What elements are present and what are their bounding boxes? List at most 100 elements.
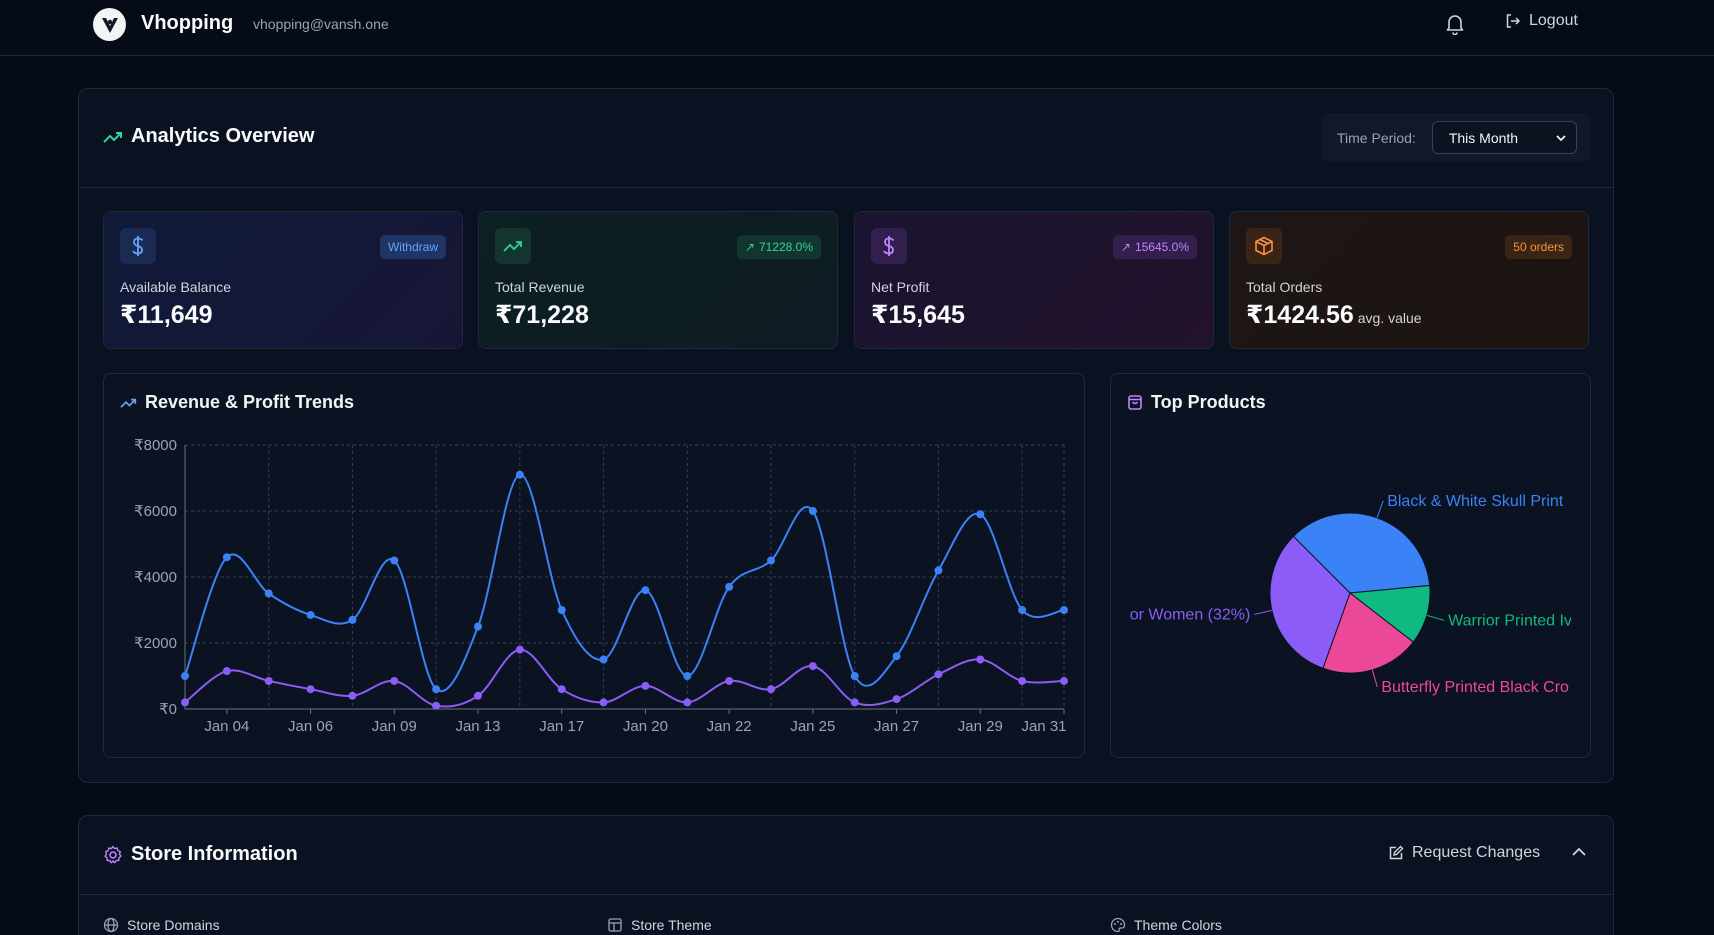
analytics-title: Analytics Overview xyxy=(103,125,314,148)
chevron-down-icon xyxy=(1556,134,1566,141)
stat-card-balance: Withdraw Available Balance ₹11,649 xyxy=(103,211,463,349)
x-tick-label: Jan 09 xyxy=(372,718,417,735)
user-email: vhopping@vansh.one xyxy=(253,16,389,32)
store-domains-heading: Store Domains xyxy=(103,917,220,933)
top-bar: Vhopping vhopping@vansh.one Logout xyxy=(0,0,1714,56)
stat-label: Total Orders xyxy=(1246,279,1323,295)
divider xyxy=(79,894,1613,895)
series-line-0 xyxy=(184,473,1065,693)
data-point[interactable] xyxy=(767,685,775,694)
data-point[interactable] xyxy=(181,698,189,707)
data-point[interactable] xyxy=(850,672,859,680)
x-tick-label: Jan 06 xyxy=(288,718,333,735)
time-period-label: Time Period: xyxy=(1337,129,1416,146)
stat-value-number: ₹1424.56 xyxy=(1246,301,1354,329)
data-point[interactable] xyxy=(1018,606,1027,614)
trends-card: Revenue & Profit Trends ₹0 ₹2000 ₹4000 ₹600… xyxy=(103,373,1085,758)
store-theme-heading: Store Theme xyxy=(607,917,712,933)
data-point[interactable] xyxy=(348,615,357,624)
brand-logo[interactable] xyxy=(93,8,126,41)
data-point[interactable] xyxy=(264,589,273,598)
withdraw-button[interactable]: Withdraw xyxy=(379,235,446,259)
data-point[interactable] xyxy=(306,610,315,619)
data-point[interactable] xyxy=(808,507,817,515)
stat-card-orders: 50 orders Total Orders ₹1424.56 avg. valu… xyxy=(1229,211,1589,349)
data-point[interactable] xyxy=(264,676,273,685)
top-products-title: Top Products xyxy=(1127,392,1266,413)
data-point[interactable] xyxy=(390,676,399,685)
y-tick-label: ₹6000 xyxy=(134,503,177,520)
y-tick-label: ₹2000 xyxy=(134,635,177,652)
series-line-1 xyxy=(184,648,1065,708)
x-tick-label: Jan 31 xyxy=(1021,718,1066,735)
store-info-title-text: Store Information xyxy=(131,843,298,865)
trending-up-icon xyxy=(120,398,137,408)
data-point[interactable] xyxy=(432,701,441,710)
bell-icon xyxy=(1446,15,1464,36)
trends-title-text: Revenue & Profit Trends xyxy=(145,392,355,412)
stat-value: ₹11,649 xyxy=(120,301,213,329)
trends-title: Revenue & Profit Trends xyxy=(120,392,354,413)
pie-slice[interactable] xyxy=(1322,592,1414,674)
time-period-select[interactable]: This Month xyxy=(1431,121,1577,154)
data-point[interactable] xyxy=(306,685,315,694)
x-tick-label: Jan 29 xyxy=(958,718,1003,735)
data-point[interactable] xyxy=(222,553,231,562)
pie-label-leader xyxy=(1376,500,1384,518)
data-point[interactable] xyxy=(557,606,566,614)
data-point[interactable] xyxy=(808,662,817,671)
logout-button[interactable]: Logout xyxy=(1505,12,1578,30)
time-period-value: This Month xyxy=(1448,129,1519,146)
data-point[interactable] xyxy=(683,672,692,680)
top-products-pie-chart: Black & White Skull Print Warrior Printed… xyxy=(1130,493,1571,696)
data-point[interactable] xyxy=(599,655,608,664)
data-point[interactable] xyxy=(725,582,734,591)
stat-card-profit: ↗ 15645.0% Net Profit ₹15,645 xyxy=(854,211,1214,349)
y-tick-label: ₹4000 xyxy=(134,569,177,586)
revenue-profit-line-chart: ₹0 ₹2000 ₹4000 ₹6000 ₹8000 Jan 04 Jan 06 Jan 09… xyxy=(134,437,1068,735)
stat-value-suffix: avg. value xyxy=(1357,310,1422,326)
data-point[interactable] xyxy=(222,667,231,676)
data-point[interactable] xyxy=(934,670,943,679)
data-point[interactable] xyxy=(767,556,775,565)
data-point[interactable] xyxy=(725,676,734,685)
data-point[interactable] xyxy=(1018,676,1027,685)
palette-icon xyxy=(1110,917,1126,933)
collapse-toggle[interactable] xyxy=(1571,845,1587,863)
data-point[interactable] xyxy=(557,685,566,694)
data-point[interactable] xyxy=(683,698,692,707)
pie-label-leader xyxy=(1254,609,1273,615)
data-point[interactable] xyxy=(181,672,189,680)
trending-up-icon xyxy=(495,228,531,264)
data-point[interactable] xyxy=(892,652,901,661)
pie-label-leader xyxy=(1371,669,1378,688)
data-point[interactable] xyxy=(641,586,650,595)
notifications-button[interactable] xyxy=(1445,13,1465,36)
data-point[interactable] xyxy=(976,510,985,519)
data-point[interactable] xyxy=(474,622,482,631)
request-changes-button[interactable]: Request Changes xyxy=(1388,844,1540,862)
data-point[interactable] xyxy=(892,695,901,704)
layout-icon xyxy=(608,918,622,932)
data-point[interactable] xyxy=(515,470,524,479)
data-point[interactable] xyxy=(348,691,357,700)
settings-icon xyxy=(104,845,122,863)
data-point[interactable] xyxy=(599,698,608,707)
pie-slice[interactable] xyxy=(1348,584,1431,643)
data-point[interactable] xyxy=(474,691,482,700)
pie-slice-label: Butterfly Printed Black Cro xyxy=(1381,679,1569,696)
data-point[interactable] xyxy=(432,685,441,694)
data-point[interactable] xyxy=(1060,606,1068,614)
data-point[interactable] xyxy=(390,556,399,565)
analytics-title-text: Analytics Overview xyxy=(131,125,315,147)
data-point[interactable] xyxy=(850,698,859,707)
profit-change-value: 15645.0% xyxy=(1134,240,1189,254)
pie-slice[interactable] xyxy=(1292,512,1431,594)
data-point[interactable] xyxy=(976,655,985,664)
store-domains-label: Store Domains xyxy=(127,917,220,933)
data-point[interactable] xyxy=(1060,676,1068,685)
data-point[interactable] xyxy=(641,681,650,690)
stat-value: ₹1424.56 avg. value xyxy=(1246,300,1422,330)
data-point[interactable] xyxy=(934,566,943,575)
data-point[interactable] xyxy=(515,645,524,654)
